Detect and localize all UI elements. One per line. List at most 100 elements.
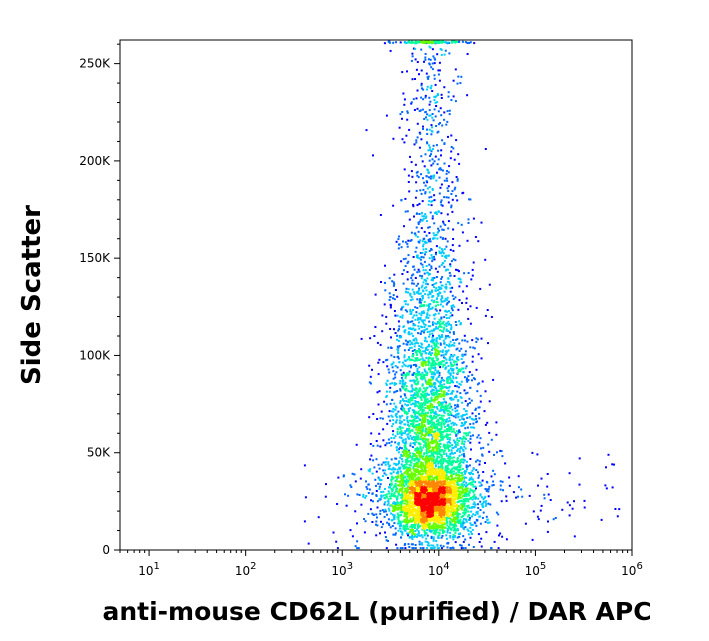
data-point (434, 435, 436, 438)
data-point (409, 308, 412, 311)
data-point (458, 454, 461, 457)
data-point (447, 371, 450, 374)
data-point (420, 212, 423, 215)
data-point (459, 437, 461, 440)
data-point (430, 399, 433, 402)
data-point (413, 268, 416, 271)
data-point (380, 494, 383, 497)
data-point (416, 254, 418, 257)
data-point (439, 430, 442, 433)
data-point (411, 55, 414, 58)
data-point (445, 473, 448, 476)
data-point (456, 515, 459, 518)
data-point (411, 511, 414, 513)
data-point (351, 535, 354, 538)
data-point (418, 241, 421, 244)
data-point (417, 526, 420, 529)
data-point (450, 452, 453, 455)
data-point (376, 506, 379, 509)
data-point (411, 282, 413, 285)
data-point (407, 181, 410, 183)
data-point (404, 525, 407, 528)
data-point (421, 319, 423, 322)
data-point (412, 354, 415, 356)
data-point (402, 408, 405, 410)
data-point (392, 471, 395, 474)
data-point (458, 487, 461, 490)
data-point (384, 531, 386, 534)
data-point (411, 446, 414, 448)
data-point (434, 520, 437, 523)
data-point (386, 504, 389, 507)
data-point (431, 62, 434, 65)
data-point (467, 41, 470, 44)
data-point (469, 305, 472, 308)
data-point (416, 136, 419, 139)
data-point (411, 320, 414, 323)
data-point (381, 330, 384, 333)
data-point (451, 504, 454, 507)
data-point (447, 277, 450, 280)
data-point (415, 464, 418, 467)
data-point (367, 492, 370, 494)
data-point (419, 419, 421, 422)
data-point (440, 536, 443, 539)
data-point (442, 300, 445, 303)
data-point (406, 497, 408, 500)
data-point (401, 501, 404, 504)
data-point (393, 437, 396, 440)
data-point (439, 445, 442, 448)
data-point (452, 355, 454, 358)
data-point (335, 540, 338, 543)
data-point (410, 419, 413, 422)
data-point (462, 477, 464, 480)
data-point (432, 435, 435, 438)
data-point (463, 454, 465, 457)
data-point (436, 131, 439, 134)
data-point (399, 487, 402, 490)
data-point (460, 380, 463, 383)
data-point (415, 189, 418, 192)
data-point (398, 504, 401, 507)
data-point (449, 265, 452, 268)
data-point (405, 491, 408, 494)
data-point (423, 118, 426, 120)
data-point (466, 528, 469, 531)
data-point (408, 401, 411, 404)
data-point (475, 306, 478, 309)
data-point (469, 473, 472, 476)
data-point (423, 368, 426, 371)
data-point (454, 523, 457, 526)
data-point (385, 390, 388, 393)
data-point (427, 296, 430, 299)
data-point (429, 378, 432, 381)
data-point (448, 323, 451, 325)
data-point (452, 258, 455, 261)
data-point (452, 499, 455, 502)
data-point (497, 547, 500, 550)
data-point (442, 450, 445, 453)
data-point (439, 324, 441, 327)
data-point (396, 314, 399, 317)
data-point (426, 113, 429, 116)
data-point (432, 394, 435, 397)
data-point (508, 484, 511, 487)
data-point (397, 493, 400, 496)
data-point (498, 534, 500, 537)
data-point (436, 342, 439, 345)
data-point (421, 384, 424, 387)
data-point (437, 303, 440, 306)
data-point (428, 352, 431, 355)
data-point (406, 242, 409, 245)
data-point (410, 390, 413, 393)
data-point (457, 432, 459, 435)
data-point (372, 500, 374, 503)
data-point (407, 331, 410, 334)
data-point (398, 235, 400, 238)
data-point (392, 41, 395, 44)
data-point (404, 257, 407, 260)
data-point (474, 481, 477, 484)
data-point (456, 40, 458, 43)
data-point (435, 322, 438, 325)
data-point (424, 407, 427, 409)
